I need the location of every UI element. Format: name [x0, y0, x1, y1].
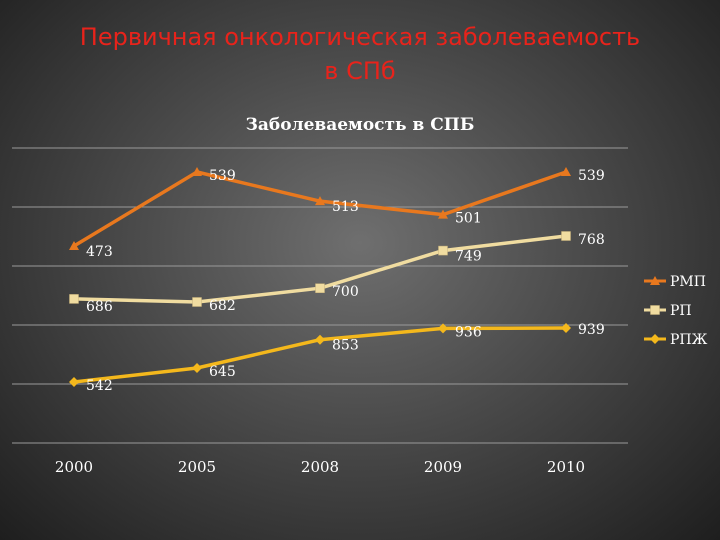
- x-tick-label: 2010: [547, 458, 585, 476]
- data-label: 501: [455, 211, 482, 227]
- legend-marker-1: [650, 305, 660, 315]
- data-label: 539: [209, 168, 236, 184]
- data-label: 645: [209, 364, 236, 380]
- data-point-s0-2: [315, 196, 325, 206]
- data-point-s2-4: [561, 323, 571, 333]
- data-label: 539: [578, 168, 605, 184]
- data-point-s0-4: [561, 167, 571, 176]
- data-point-s1-3: [438, 245, 448, 256]
- legend-marker-0: [650, 276, 660, 285]
- data-label: 768: [578, 232, 605, 248]
- data-label: 853: [332, 338, 359, 354]
- data-point-s2-2: [315, 334, 325, 345]
- slide-title-line1: Первичная онкологическая заболеваемость: [79, 23, 641, 51]
- slide-title-line2: в СПб: [324, 57, 396, 85]
- x-tick-label: 2005: [178, 458, 216, 476]
- data-point-s2-0: [69, 377, 79, 387]
- data-label: 749: [455, 249, 482, 265]
- chart-title: Заболеваемость в СПБ: [246, 115, 475, 135]
- chart-grid: [12, 147, 628, 444]
- data-point-s2-1: [192, 362, 202, 373]
- legend-label: РПЖ: [670, 332, 708, 348]
- data-label: 682: [209, 298, 236, 314]
- data-point-s1-4: [561, 231, 571, 241]
- legend-marker-2: [650, 334, 660, 344]
- data-point-s0-0: [69, 241, 79, 250]
- data-label: 513: [332, 199, 359, 215]
- legend-label: РМП: [670, 274, 706, 290]
- data-point-s1-2: [315, 283, 325, 293]
- data-point-s0-3: [438, 209, 448, 219]
- data-label: 473: [86, 244, 113, 260]
- data-label: 542: [86, 378, 113, 394]
- data-label: 700: [332, 284, 359, 300]
- series-line-0: [73, 170, 567, 248]
- x-tick-label: 2009: [424, 458, 462, 476]
- data-point-s0-1: [192, 167, 202, 176]
- x-tick-label: 2000: [55, 458, 93, 476]
- data-label: 686: [86, 299, 113, 315]
- legend-label: РП: [670, 303, 692, 319]
- chart-series: [69, 167, 571, 387]
- chart-legend: РМП РП РПЖ: [644, 274, 708, 348]
- x-axis-ticks: 2000 2005 2008 2009 2010: [55, 458, 585, 476]
- data-point-s1-1: [192, 297, 202, 307]
- data-point-s2-3: [438, 323, 448, 334]
- chart-data-labels: 473 539 513 501 539 686 682 700 749 768 542 645 853 9…: [86, 168, 605, 394]
- slide-title: Первичная онкологическая заболеваемость …: [0, 20, 720, 88]
- data-point-s1-0: [69, 294, 79, 304]
- x-tick-label: 2008: [301, 458, 339, 476]
- data-label: 939: [578, 322, 605, 338]
- data-label: 936: [455, 324, 482, 340]
